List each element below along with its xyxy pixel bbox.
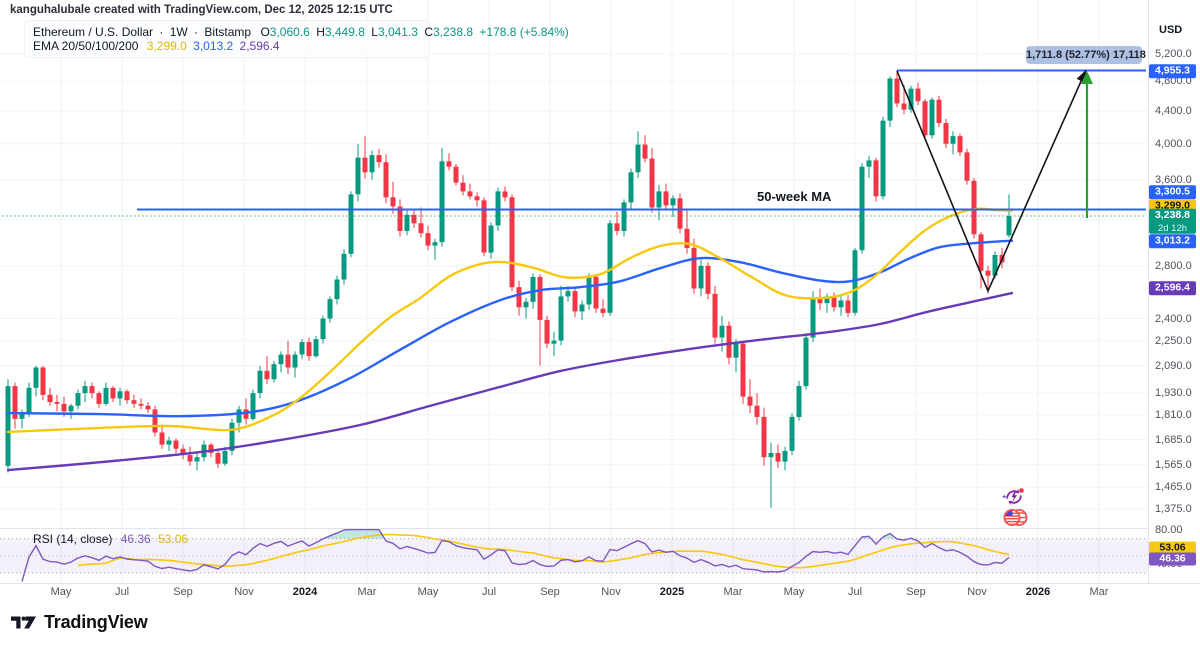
rsi-badge: 53.06 (1149, 541, 1196, 554)
time-tick: May (50, 586, 72, 598)
ema-mid-value: 3,013.2 (193, 39, 234, 53)
time-tick: Nov (967, 586, 987, 598)
ema-label[interactable]: EMA 20/50/100/200 (33, 39, 139, 53)
time-tick: May (783, 586, 805, 598)
time-tick-year: 2024 (292, 586, 318, 598)
price-tick: 4,800.0 (1155, 75, 1192, 88)
time-tick: May (417, 586, 439, 598)
price-tick: 1,930.0 (1155, 387, 1192, 400)
separator: · (159, 25, 164, 39)
tradingview-logo-text: TradingView (44, 612, 148, 632)
price-tick: 1,810.0 (1155, 409, 1192, 421)
ema-fast-value: 3,299.0 (146, 39, 187, 53)
time-tick: Sep (540, 586, 560, 598)
price-tick: 2,250.0 (1155, 334, 1192, 347)
rsi-ma-value: 53.06 (158, 532, 189, 546)
high-value: 3,449.8 (324, 25, 365, 39)
flag-coins-icon[interactable] (1002, 507, 1029, 533)
price-tick: 4,400.0 (1155, 105, 1192, 118)
open-value: 3,060.6 (269, 25, 310, 39)
time-tick: Mar (723, 586, 743, 598)
time-tick: Jul (481, 586, 497, 598)
time-tick: Mar (1089, 586, 1109, 598)
rsi-tick: 80.00 (1155, 524, 1183, 536)
price-tick: 1,465.0 (1155, 481, 1192, 494)
exchange-label: Bitstamp (204, 25, 252, 39)
separator: · (194, 25, 199, 39)
low-label: L (371, 25, 378, 39)
price-badge: 3,238.8 2d 12h (1149, 208, 1196, 234)
fifty-week-ma-label[interactable]: 50-week MA (757, 189, 832, 204)
cycle-lightning-icon[interactable] (1001, 485, 1027, 514)
rsi-badge: 46.36 (1149, 552, 1196, 566)
legend-panel[interactable] (24, 20, 430, 58)
price-tick: 4,000.0 (1155, 137, 1192, 150)
time-tick: Sep (906, 586, 926, 598)
time-tick-year: 2026 (1025, 586, 1051, 598)
price-badge: 2,596.4 (1149, 281, 1196, 295)
interval-label[interactable]: 1W (169, 25, 188, 39)
time-tick: Mar (357, 586, 377, 598)
ema-slow-value: 2,596.4 (239, 39, 280, 53)
symbol-title[interactable]: Ethereum / U.S. Dollar (33, 25, 154, 39)
tradingview-logo-icon (11, 616, 36, 628)
price-axis-unit: USD (1159, 24, 1183, 36)
price-tick: 2,400.0 (1155, 312, 1192, 325)
time-tick: Jul (847, 586, 863, 598)
open-label: O (260, 25, 270, 39)
time-tick: Nov (234, 586, 254, 598)
rsi-label[interactable]: RSI (14, close) (33, 532, 113, 546)
time-tick: Jul (114, 586, 130, 598)
price-badge: 3,013.2 (1149, 234, 1196, 248)
symbol-legend: Ethereum / U.S. Dollar · 1W · Bitstamp O… (33, 25, 572, 39)
time-tick: Sep (173, 586, 193, 598)
ema-legend: EMA 20/50/100/200 3,299.0 3,013.2 2,596.… (33, 39, 283, 53)
price-tick: 5,200.0 (1155, 48, 1192, 60)
rsi-value: 46.36 (120, 532, 151, 546)
price-badge: 4,955.3 (1149, 64, 1196, 78)
close-value: 3,238.8 (433, 25, 474, 39)
close-label: C (424, 25, 433, 39)
low-value: 3,041.3 (377, 25, 418, 39)
rsi-legend: RSI (14, close) 46.36 53.06 (33, 532, 188, 546)
tradingview-logo[interactable]: TradingView (10, 612, 148, 633)
time-tick: Nov (601, 586, 621, 598)
price-tick: 1,685.0 (1155, 433, 1192, 446)
watermark-attribution: kanguhalubale created with TradingView.c… (10, 4, 393, 16)
price-tick: 1,565.0 (1155, 458, 1192, 471)
price-range-label[interactable]: 1,711.8 (52.77%) 17,118 (1026, 46, 1146, 64)
price-tick: 3,600.0 (1155, 173, 1192, 186)
price-tick: 2,800.0 (1155, 259, 1192, 272)
price-tick: 2,090.0 (1155, 359, 1192, 372)
price-tick: 1,375.0 (1155, 503, 1192, 516)
time-tick-year: 2025 (659, 586, 685, 598)
high-label: H (316, 25, 325, 39)
price-badge: 3,300.5 (1149, 185, 1196, 199)
change-value: +178.8 (+5.84%) (479, 25, 569, 39)
